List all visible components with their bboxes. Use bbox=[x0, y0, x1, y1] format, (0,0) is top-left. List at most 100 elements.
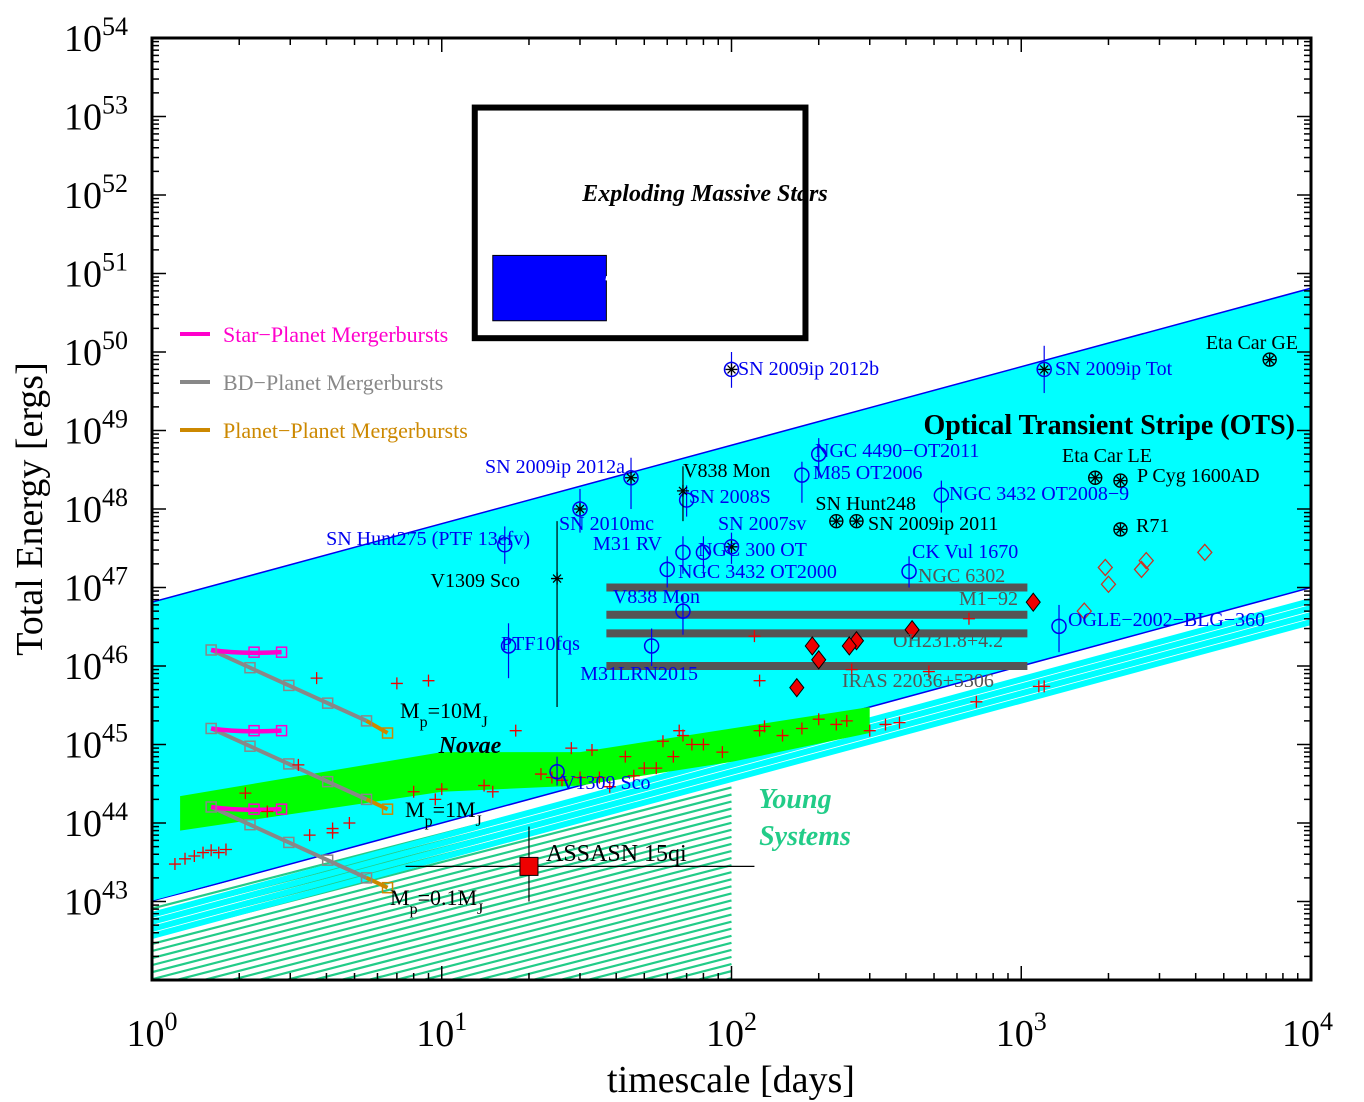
point-label: SN 2009ip Tot bbox=[1055, 358, 1173, 380]
track-square bbox=[321, 775, 334, 788]
mass-label-part: =10M bbox=[428, 698, 482, 723]
red-plus-marker bbox=[343, 817, 356, 829]
y-tick-label: 1044 bbox=[64, 797, 128, 845]
y-tick-label: 1051 bbox=[64, 248, 128, 296]
young-hatch bbox=[199, 842, 732, 980]
point-label: Eta Car GE bbox=[1206, 332, 1298, 354]
x-tick-label: 103 bbox=[996, 1007, 1047, 1055]
red-diamond-marker bbox=[841, 636, 857, 656]
red-plus-marker bbox=[188, 849, 201, 862]
point-label: SN 2009ip 2011 bbox=[868, 513, 998, 535]
circle-marker bbox=[643, 638, 660, 654]
mass-label-part: =1M bbox=[433, 797, 476, 822]
star-marker bbox=[725, 540, 738, 553]
annotations: Exploding Massive Stars SN Ia Optical Tran… bbox=[180, 181, 1298, 918]
red-plus-marker bbox=[1038, 680, 1051, 693]
red-plus-marker bbox=[812, 713, 825, 726]
star-marker bbox=[1114, 474, 1127, 487]
red-plus-marker bbox=[593, 771, 606, 784]
planet-planet-track bbox=[365, 876, 389, 890]
red-diamond-marker bbox=[904, 619, 920, 640]
open-diamond-marker bbox=[1138, 551, 1155, 570]
assasn-label: ASSASN 15qi bbox=[546, 841, 687, 867]
red-plus-marker bbox=[922, 665, 935, 678]
mass-label-part: p bbox=[410, 901, 418, 918]
point-label: SN Hunt248 bbox=[815, 493, 916, 515]
open-diamond-marker bbox=[1196, 543, 1213, 562]
red-plus-marker bbox=[219, 843, 232, 856]
point-label: PTF10fqs bbox=[501, 633, 580, 655]
y-tick-label: 1048 bbox=[64, 483, 128, 531]
track-square bbox=[244, 818, 256, 831]
y-tick-base: 10 bbox=[64, 18, 102, 60]
track-square bbox=[321, 697, 334, 709]
red-plus-marker bbox=[845, 663, 858, 676]
red-plus-marker bbox=[656, 735, 669, 748]
red-plus-marker bbox=[205, 844, 218, 857]
point-label: V838 Mon bbox=[613, 586, 700, 608]
young-hatch bbox=[528, 927, 732, 980]
young-hatch bbox=[152, 814, 732, 967]
young-hatch bbox=[171, 835, 732, 980]
red-plus-marker bbox=[435, 783, 448, 796]
track-square bbox=[275, 724, 288, 737]
track-square bbox=[275, 803, 288, 815]
red-diamond-marker bbox=[804, 636, 820, 656]
ots-region bbox=[152, 287, 1311, 903]
red-plus-marker bbox=[407, 785, 420, 798]
young-label: Systems bbox=[759, 821, 851, 852]
circle-marker bbox=[695, 544, 712, 561]
point-label: M85 OT2006 bbox=[813, 462, 922, 484]
star-marker bbox=[725, 363, 738, 376]
red-plus-marker bbox=[565, 742, 578, 755]
circle-marker bbox=[500, 638, 517, 654]
circle-marker bbox=[675, 544, 691, 561]
track-square bbox=[381, 803, 394, 815]
legend-label: Planet−Planet Mergerbursts bbox=[223, 418, 468, 443]
open-diamond-marker bbox=[1097, 558, 1114, 577]
star-marker bbox=[1038, 363, 1051, 376]
circle-marker bbox=[659, 561, 675, 578]
sn-ia-box bbox=[492, 254, 607, 322]
x-tick-exp: 4 bbox=[1320, 1007, 1333, 1036]
red-plus-marker bbox=[478, 779, 491, 792]
circle-marker bbox=[1036, 361, 1052, 378]
x-axis-label: timescale [days] bbox=[607, 1059, 855, 1101]
x-tick-exp: 2 bbox=[744, 1007, 757, 1036]
track-square bbox=[248, 646, 260, 658]
track-square bbox=[381, 881, 394, 894]
track-square bbox=[244, 740, 256, 752]
red-plus-marker bbox=[179, 852, 192, 865]
point-label: NGC 3432 OT2008−9 bbox=[949, 483, 1129, 505]
mass-label-part: p bbox=[420, 714, 428, 731]
mass-label-part: M bbox=[390, 885, 410, 910]
red-plus-marker bbox=[310, 672, 323, 685]
red-plus-marker bbox=[685, 738, 698, 751]
point-label: NGC 4490−OT2011 bbox=[815, 440, 979, 462]
point-label: NGC 300 OT bbox=[698, 539, 807, 561]
red-plus-marker bbox=[326, 822, 339, 835]
star-marker bbox=[1114, 523, 1127, 536]
point-label: SN Hunt275 (PTF 13efv) bbox=[326, 528, 530, 550]
open-diamond-marker bbox=[1133, 560, 1150, 579]
point-label: SN 2010mc bbox=[559, 513, 654, 535]
y-tick-exp: 44 bbox=[102, 797, 128, 826]
young-hatch bbox=[152, 828, 732, 980]
mass-label: Mp=1MJ bbox=[405, 797, 482, 830]
point-label: SN 2007sv bbox=[718, 513, 806, 535]
red-plus-marker bbox=[840, 714, 853, 727]
track-square bbox=[275, 646, 288, 658]
mass-label-part: M bbox=[400, 698, 420, 723]
circle-marker bbox=[1051, 618, 1067, 635]
planet-planet-track bbox=[365, 719, 389, 735]
point-label: V1309 Sco bbox=[561, 772, 650, 794]
sn-ia-label: SN Ia bbox=[605, 261, 663, 287]
y-tick-label: 1045 bbox=[64, 719, 128, 767]
young-hatch bbox=[555, 934, 732, 980]
circle-marker bbox=[723, 539, 740, 555]
point-label: R71 bbox=[1136, 515, 1169, 537]
novae-band bbox=[180, 707, 870, 831]
red-plus-marker bbox=[776, 729, 789, 742]
y-tick-label: 1047 bbox=[64, 562, 128, 610]
